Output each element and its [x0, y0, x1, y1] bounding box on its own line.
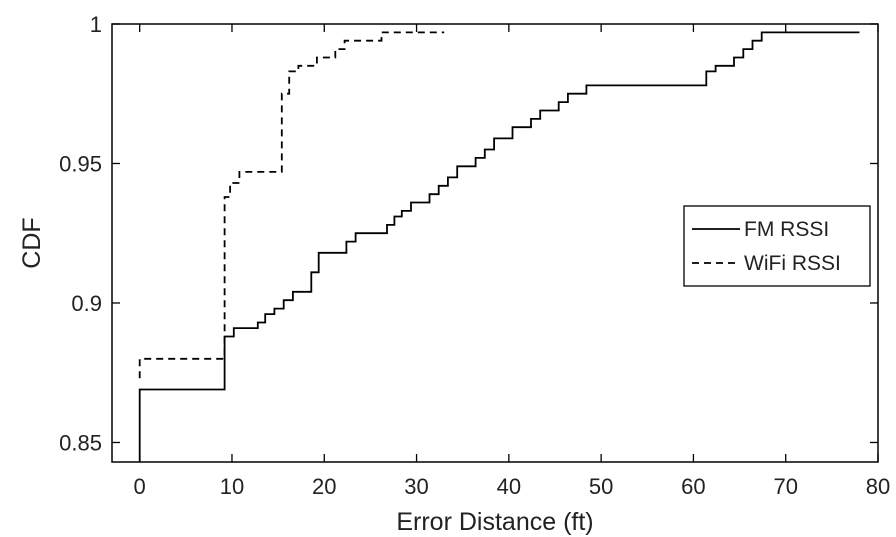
legend: FM RSSI WiFi RSSI: [683, 205, 871, 287]
y-tick-label: 0.85: [59, 430, 102, 455]
x-tick-label: 50: [589, 474, 613, 499]
series-line-fm-rssi: [138, 31, 860, 462]
legend-entry-wifi-rssi: WiFi RSSI: [744, 252, 841, 275]
x-tick-label: 70: [773, 474, 797, 499]
legend-box: [683, 205, 871, 287]
y-tick-label: 0.9: [71, 291, 102, 316]
x-tick-label: 20: [312, 474, 336, 499]
x-tick-label: 60: [681, 474, 705, 499]
series-line-wifi-rssi: [138, 31, 445, 379]
legend-entry-fm-rssi: FM RSSI: [744, 218, 829, 241]
x-tick-label: 40: [497, 474, 521, 499]
y-tick-label: 0.95: [59, 151, 102, 176]
y-tick-label: 1: [90, 12, 102, 37]
x-tick-label: 80: [866, 474, 890, 499]
x-tick-label: 10: [220, 474, 244, 499]
axis-ticks: 0 10 20 30 40 50 60 70 80 0.85 0.9 0.95 1: [59, 12, 890, 499]
plot-frame: [111, 23, 879, 463]
x-axis-label: Error Distance (ft): [396, 508, 593, 536]
x-tick-label: 0: [134, 474, 146, 499]
x-tick-label: 30: [404, 474, 428, 499]
series-layer: [138, 31, 860, 462]
y-axis-label: CDF: [18, 217, 46, 268]
